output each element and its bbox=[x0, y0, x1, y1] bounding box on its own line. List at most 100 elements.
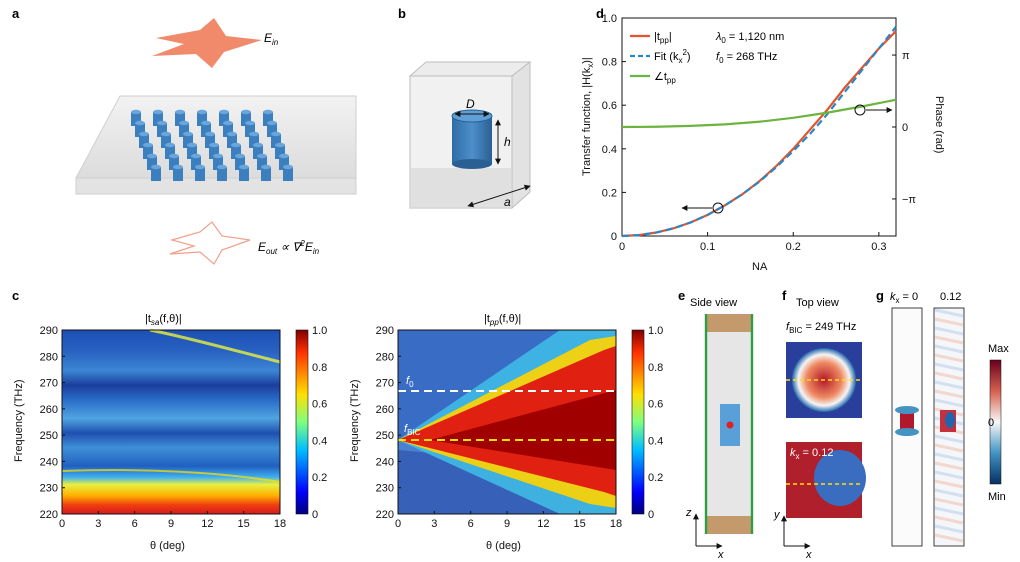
x-tick-label: 15 bbox=[574, 518, 586, 530]
top-view-fbic: fBIC = 249 THz bbox=[786, 321, 856, 335]
y-tick-label: 250 bbox=[40, 430, 58, 442]
f0-annotation: f0 = 268 THz bbox=[716, 51, 777, 65]
colorbar-tick-label: 0.2 bbox=[648, 472, 663, 484]
y-tick-label: 290 bbox=[376, 325, 394, 337]
pillar bbox=[175, 112, 185, 126]
side-view-bottom-layer bbox=[706, 516, 752, 534]
heatmap-left-colorbar bbox=[295, 329, 309, 515]
pillar bbox=[279, 156, 289, 170]
pillar-top bbox=[209, 142, 219, 148]
pillar bbox=[253, 145, 263, 159]
pillar bbox=[153, 112, 163, 126]
y-tick-label: 260 bbox=[376, 404, 394, 416]
field-stripe bbox=[934, 506, 964, 516]
pillar bbox=[135, 123, 145, 137]
right-axis-indicator-icon bbox=[854, 104, 866, 116]
field-stripe bbox=[934, 488, 964, 498]
g-field-map-1-top-lobe bbox=[895, 406, 919, 414]
x-tick-label: 3 bbox=[431, 518, 437, 530]
panel-b: b D h a bbox=[398, 6, 532, 210]
side-view-title: Side view bbox=[690, 297, 737, 309]
heatmap-left-axes: 0 3 6 9 12 15 18 220 230 240 250 260 270 280 290 bbox=[40, 325, 286, 530]
pillar-top bbox=[143, 142, 153, 148]
nanopillar-array bbox=[131, 109, 293, 181]
lambda-annotation: λ0 = 1,120 nm bbox=[715, 31, 784, 45]
output-star-icon bbox=[169, 221, 251, 265]
pillar-top bbox=[275, 142, 285, 148]
pillar-top bbox=[271, 131, 281, 137]
x-tick-label: 6 bbox=[468, 518, 474, 530]
y-tick-label: 1.0 bbox=[602, 13, 617, 25]
pillar-top bbox=[139, 131, 149, 137]
pillar bbox=[239, 167, 249, 181]
pillar-top bbox=[161, 131, 171, 137]
y-tick-label: 270 bbox=[376, 378, 394, 390]
pillar bbox=[157, 123, 167, 137]
cell-substrate bbox=[410, 168, 512, 208]
chart-d-ylabel: Transfer function, |H(kx)| bbox=[581, 57, 595, 176]
pillar bbox=[197, 112, 207, 126]
nanopillar-top bbox=[451, 109, 493, 123]
pillar-top bbox=[173, 164, 183, 170]
field-stripe bbox=[934, 389, 964, 399]
field-stripe bbox=[934, 398, 964, 408]
series-line-1 bbox=[621, 26, 897, 238]
field-stripe bbox=[934, 308, 964, 318]
fbic-marker: fBIC bbox=[404, 423, 421, 437]
y-tick-label: 260 bbox=[40, 404, 58, 416]
side-view-top-layer bbox=[706, 314, 752, 332]
pillar bbox=[183, 134, 193, 148]
pillar bbox=[209, 145, 219, 159]
pillar bbox=[161, 134, 171, 148]
g-colorbar bbox=[989, 359, 1002, 485]
x-tick-label: 12 bbox=[537, 518, 549, 530]
pillar-top bbox=[257, 153, 267, 159]
heatmap-right-xlabel: θ (deg) bbox=[486, 540, 521, 552]
side-view-source-dot bbox=[726, 421, 734, 429]
diameter-label: D bbox=[466, 97, 475, 111]
panel-d: d 0 0.1 0.2 0.3 0 0.2 0.4 0.6 0.8 1.0 π 0 −π Transfe… bbox=[581, 6, 945, 273]
colorbar-tick-label: 0.6 bbox=[648, 399, 663, 411]
pillar bbox=[139, 134, 149, 148]
x-tick-label: 3 bbox=[95, 518, 101, 530]
heatmap-right-colorbar bbox=[631, 329, 645, 515]
pillar-top bbox=[235, 153, 245, 159]
ein-label: Ein bbox=[264, 31, 279, 47]
pillar-top bbox=[195, 164, 205, 170]
legend-fit: Fit (kx2) bbox=[654, 48, 691, 65]
series-line-2 bbox=[621, 98, 897, 129]
colorbar-tick-label: 0.6 bbox=[312, 399, 327, 411]
y-right-tick-label: −π bbox=[902, 194, 916, 206]
g-kx0-label: kx = 0 bbox=[890, 291, 918, 305]
x-tick-label: 18 bbox=[274, 518, 286, 530]
pillar bbox=[267, 123, 277, 137]
pillar bbox=[263, 112, 273, 126]
y-tick-label: 270 bbox=[40, 378, 58, 390]
input-star-icon bbox=[152, 18, 262, 68]
pillar bbox=[227, 134, 237, 148]
chart-d-series bbox=[621, 26, 897, 238]
pillar-top bbox=[205, 131, 215, 137]
colorbar-tick-label: 0 bbox=[312, 509, 318, 521]
y-tick-label: 280 bbox=[40, 351, 58, 363]
top-view-title: Top view bbox=[796, 297, 839, 309]
pillar bbox=[223, 123, 233, 137]
chart-d-axes: 0 0.1 0.2 0.3 0 0.2 0.4 0.6 0.8 1.0 π 0 −π bbox=[602, 13, 917, 253]
cell-top bbox=[408, 61, 532, 77]
chart-d-xlabel: NA bbox=[752, 261, 768, 273]
y-tick-label: 230 bbox=[40, 483, 58, 495]
pillar bbox=[205, 134, 215, 148]
legend-phase: ∠tpp bbox=[654, 71, 676, 85]
top-view-kx: kx = 0.12 bbox=[790, 447, 833, 461]
pillar-top bbox=[175, 109, 185, 115]
pillar bbox=[143, 145, 153, 159]
pillar-top bbox=[283, 164, 293, 170]
nanopillar-bottom bbox=[452, 159, 492, 169]
pillar-top bbox=[223, 120, 233, 126]
pillar-top bbox=[217, 164, 227, 170]
colorbar-tick-label: 0.8 bbox=[648, 362, 663, 374]
pillar bbox=[195, 167, 205, 181]
x-tick-label: 15 bbox=[238, 518, 250, 530]
x-tick-label: 12 bbox=[201, 518, 213, 530]
